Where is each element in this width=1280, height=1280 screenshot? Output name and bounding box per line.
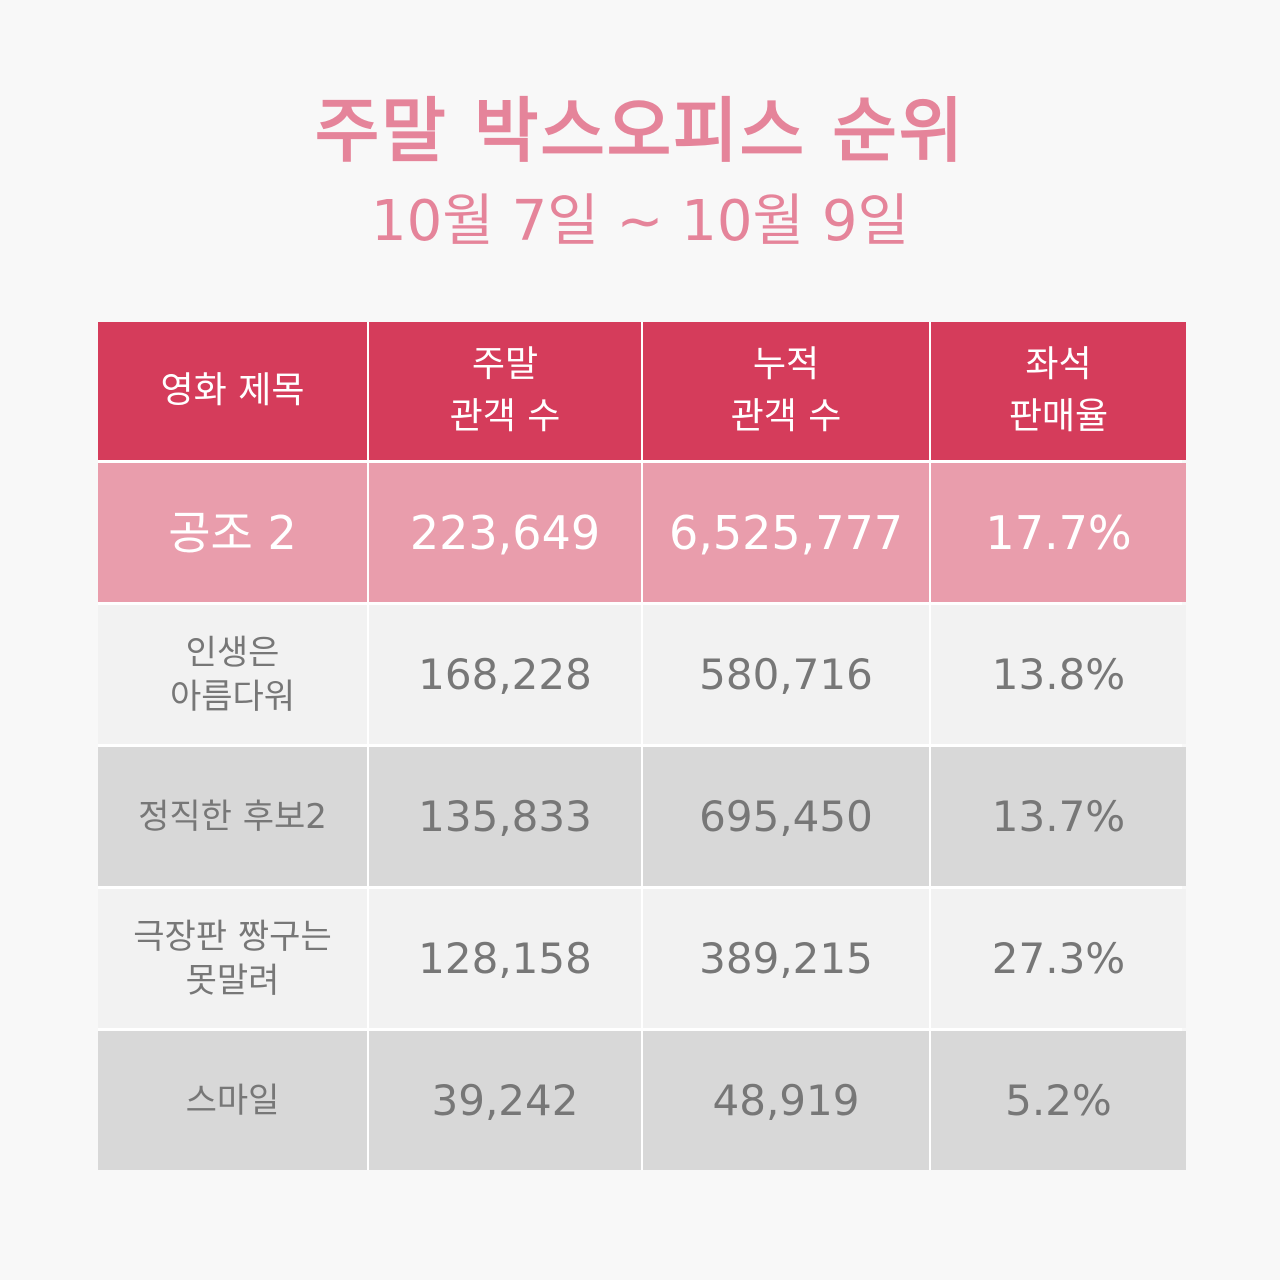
- column-header-title: 영화 제목: [98, 322, 367, 460]
- movie-title-cell: 정직한 후보2: [98, 747, 367, 886]
- column-header-seat-sales-rate: 좌석 판매율: [931, 322, 1186, 460]
- weekend-audience-cell: 168,228: [369, 605, 641, 744]
- weekend-audience-cell: 135,833: [369, 747, 641, 886]
- movie-title-cell: 인생은 아름다워: [98, 605, 367, 744]
- seat-rate-cell: 17.7%: [931, 463, 1186, 602]
- weekend-audience-cell: 223,649: [369, 463, 641, 602]
- movie-title-cell: 공조 2: [98, 463, 367, 602]
- box-office-table: 영화 제목 주말 관객 수 누적 관객 수 좌석 판매율 공조 2 223,64…: [98, 322, 1186, 1170]
- movie-title-cell: 극장판 짱구는 못말려: [98, 889, 367, 1028]
- date-range-subtitle: 10월 7일 ~ 10월 9일: [371, 189, 909, 254]
- cumulative-audience-cell: 6,525,777: [643, 463, 929, 602]
- cumulative-audience-cell: 389,215: [643, 889, 929, 1028]
- cumulative-audience-cell: 48,919: [643, 1031, 929, 1170]
- cumulative-audience-cell: 580,716: [643, 605, 929, 744]
- seat-rate-cell: 13.8%: [931, 605, 1186, 744]
- weekend-audience-cell: 128,158: [369, 889, 641, 1028]
- page-title: 주말 박스오피스 순위: [314, 90, 966, 172]
- seat-rate-cell: 27.3%: [931, 889, 1186, 1028]
- seat-rate-cell: 5.2%: [931, 1031, 1186, 1170]
- weekend-audience-cell: 39,242: [369, 1031, 641, 1170]
- column-header-cumulative-audience: 누적 관객 수: [643, 322, 929, 460]
- column-header-weekend-audience: 주말 관객 수: [369, 322, 641, 460]
- movie-title-cell: 스마일: [98, 1031, 367, 1170]
- seat-rate-cell: 13.7%: [931, 747, 1186, 886]
- cumulative-audience-cell: 695,450: [643, 747, 929, 886]
